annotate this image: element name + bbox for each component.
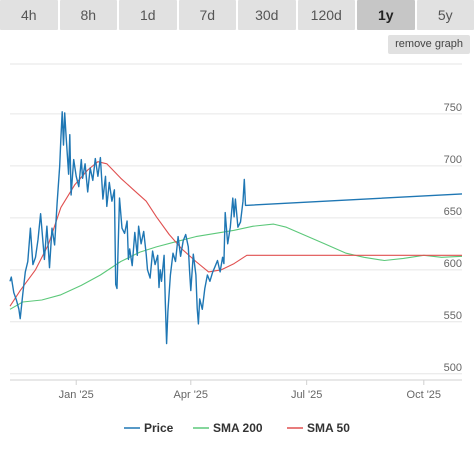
y-tick-label: 750 [444, 102, 462, 114]
x-tick-label: Jul '25 [291, 389, 322, 401]
tab-120d[interactable]: 120d [297, 0, 355, 30]
price-line [9, 111, 463, 345]
y-tick-label: 650 [444, 206, 462, 218]
tab-1y[interactable]: 1y [357, 0, 415, 30]
tab-30d[interactable]: 30d [238, 0, 296, 30]
y-tick-label: 600 [444, 258, 462, 270]
sma-200-line [9, 223, 463, 310]
tab-7d[interactable]: 7d [178, 0, 236, 30]
x-tick-label: Jan '25 [59, 389, 94, 401]
timeframe-tabs: 4h 8h 1d 7d 30d 120d 1y 5y [0, 0, 474, 30]
tab-4h[interactable]: 4h [0, 0, 58, 30]
x-tick-label: Oct '25 [407, 389, 442, 401]
tab-5y[interactable]: 5y [416, 0, 474, 30]
tab-8h[interactable]: 8h [59, 0, 117, 30]
y-tick-label: 500 [444, 362, 462, 374]
legend-label-sma-50: SMA 50 [307, 421, 350, 435]
tab-1d[interactable]: 1d [119, 0, 177, 30]
legend-label-price: Price [144, 421, 174, 435]
y-tick-label: 550 [444, 310, 462, 322]
legend-label-sma-200: SMA 200 [213, 421, 263, 435]
x-tick-label: Apr '25 [174, 389, 209, 401]
remove-graph-button[interactable]: remove graph [388, 35, 470, 54]
y-tick-label: 700 [444, 154, 462, 166]
